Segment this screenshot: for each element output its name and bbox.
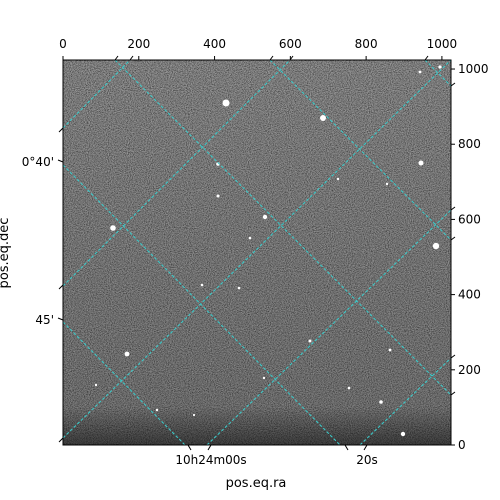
right-tick-label: 400 (458, 288, 481, 302)
right-world-tick (450, 206, 456, 211)
grid-line (63, 60, 291, 287)
star (94, 383, 98, 387)
right-tick-label: 800 (458, 137, 481, 151)
star (388, 348, 392, 352)
star (155, 408, 159, 412)
grid-line (63, 60, 451, 439)
star (216, 194, 220, 198)
star (110, 225, 116, 231)
dec-tick-label: 45' (35, 313, 54, 327)
ra-tick-label: 20s (356, 453, 378, 467)
x-axis-label: pos.eq.ra (226, 476, 287, 491)
star (418, 70, 422, 74)
grid-line (206, 209, 451, 445)
dec-tick-label: 0°40' (22, 155, 54, 169)
dec-tick (57, 317, 64, 321)
sky-image (63, 60, 451, 445)
right-world-tick (450, 354, 456, 359)
right-world-tick (450, 391, 456, 396)
top-tick-label: 200 (127, 37, 150, 51)
grid-line (269, 60, 451, 241)
ra-minor-tick (187, 444, 192, 451)
star (248, 236, 252, 240)
top-tick-label: 1000 (427, 37, 458, 51)
star (336, 177, 340, 181)
top-axis: 0 200 400 600 800 1000 (59, 37, 457, 60)
right-axis: 0 200 400 600 800 1000 (451, 62, 489, 452)
coordinate-grid (63, 60, 451, 445)
star (400, 431, 406, 437)
star (262, 376, 266, 380)
top-tick-label: 800 (355, 37, 378, 51)
plot-frame (62, 59, 452, 446)
dec-minor-tick (58, 127, 64, 133)
grid-line (63, 60, 131, 129)
right-tick-label: 600 (458, 212, 481, 226)
top-world-tick (269, 55, 274, 61)
top-tick-label: 400 (203, 37, 226, 51)
right-world-tick (450, 236, 456, 241)
star (124, 351, 130, 357)
grid-line (359, 357, 451, 445)
star (308, 339, 312, 343)
right-tick-label: 0 (458, 438, 466, 452)
star (379, 400, 383, 404)
ra-tick (207, 444, 212, 451)
right-tick-label: 1000 (458, 62, 489, 76)
ra-minor-tick (344, 444, 349, 451)
star (432, 242, 440, 250)
grid-line (63, 321, 186, 445)
dec-minor-tick (58, 437, 64, 443)
star (438, 65, 442, 69)
top-world-tick (424, 55, 429, 61)
world-axes: 10h24m00s 20s 0°40' 45' (22, 55, 456, 467)
star (347, 386, 351, 390)
grid-line (424, 60, 451, 87)
star (385, 182, 389, 186)
dec-tick (57, 159, 64, 163)
right-world-tick (450, 82, 456, 87)
ra-tick (363, 444, 368, 451)
top-tick-label: 0 (59, 37, 67, 51)
star (200, 283, 204, 287)
star (262, 214, 268, 220)
star (192, 413, 196, 417)
top-world-tick (114, 55, 119, 61)
y-axis-label: pos.eq.dec (0, 218, 12, 289)
star (222, 99, 230, 107)
grid-line (63, 164, 341, 445)
dec-minor-tick (58, 284, 64, 290)
top-world-tick (289, 55, 294, 61)
top-world-tick (129, 55, 134, 61)
star (418, 160, 424, 166)
star (237, 286, 241, 290)
grid-line (114, 60, 451, 396)
ra-tick-label: 10h24m00s (175, 453, 246, 467)
star (320, 115, 326, 121)
right-tick-label: 200 (458, 363, 481, 377)
top-tick-label: 600 (279, 37, 302, 51)
